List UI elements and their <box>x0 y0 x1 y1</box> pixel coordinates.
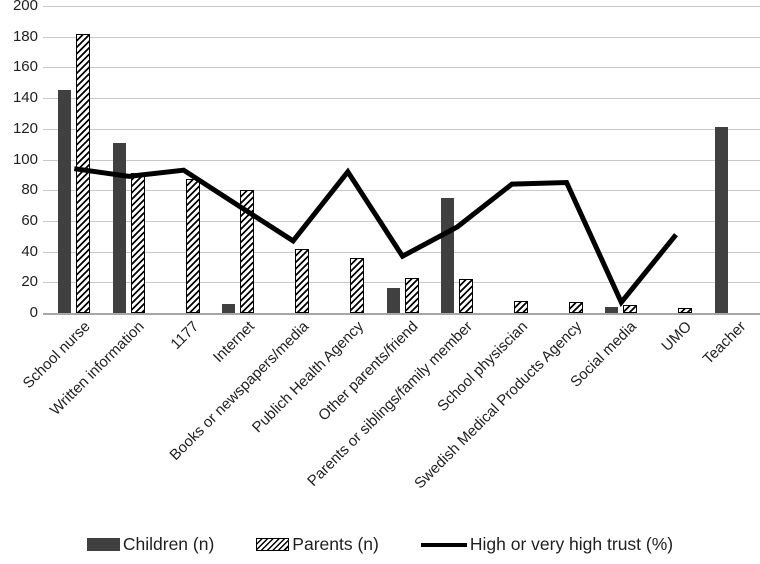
bar-parents <box>459 279 474 313</box>
bar-children <box>441 197 455 313</box>
bar-children <box>222 303 236 313</box>
y-tick-label: 120 <box>12 119 38 137</box>
bar-children <box>58 90 72 313</box>
bar-children <box>386 288 400 313</box>
legend-item-parents: Parents (n) <box>256 534 379 555</box>
bar-parents <box>513 300 528 313</box>
gridline <box>43 220 760 222</box>
gridline <box>43 67 760 69</box>
bar-parents <box>404 277 419 313</box>
gridline <box>43 282 760 284</box>
bar-parents <box>677 308 692 313</box>
legend-label-children: Children (n) <box>122 534 215 554</box>
legend-item-trust: High or very high trust (%) <box>420 534 674 555</box>
gridline <box>43 6 760 7</box>
legend-item-children: Children (n) <box>86 534 215 555</box>
y-tick-label: 60 <box>21 211 38 229</box>
bar-children <box>605 306 619 313</box>
bar-parents <box>185 179 200 313</box>
trust-line-swatch-icon <box>420 542 467 547</box>
gridline <box>43 190 760 192</box>
bar-parents <box>295 248 310 313</box>
trust-line-path <box>73 166 678 308</box>
y-tick-label: 200 <box>12 0 38 14</box>
y-tick-label: 180 <box>12 27 38 45</box>
y-tick-label: 40 <box>21 242 38 260</box>
bar-parents <box>240 190 255 313</box>
y-tick-label: 80 <box>21 181 38 199</box>
y-tick-label: 100 <box>12 150 38 168</box>
gridline <box>43 98 760 100</box>
gridline <box>43 36 760 38</box>
legend-label-parents: Parents (n) <box>292 534 379 554</box>
gridline <box>43 159 760 161</box>
y-tick-label: 160 <box>12 58 38 76</box>
legend: Children (n) Parents (n) High or very hi… <box>0 534 760 555</box>
y-tick-label: 20 <box>21 273 38 291</box>
children-swatch-icon <box>86 538 120 551</box>
y-tick-label: 140 <box>12 89 38 107</box>
parents-swatch-icon <box>256 538 290 551</box>
x-axis-line <box>43 312 760 315</box>
bar-parents <box>568 302 583 313</box>
bar-children <box>113 142 127 313</box>
legend-label-trust: High or very high trust (%) <box>469 534 674 554</box>
bar-parents <box>349 257 364 313</box>
bar-children <box>714 127 728 313</box>
gridline <box>43 128 760 130</box>
y-tick-label: 0 <box>29 304 38 321</box>
trust-line-series <box>73 166 678 308</box>
bar-parents <box>623 305 638 313</box>
